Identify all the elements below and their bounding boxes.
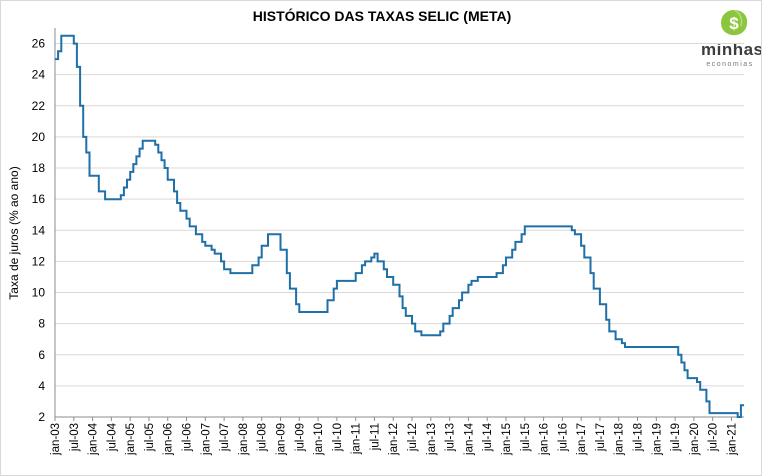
- y-tick-label: 2: [38, 410, 45, 424]
- x-tick-label: jul-10: [332, 423, 344, 452]
- y-tick-label: 8: [38, 317, 45, 331]
- x-tick-label: jan-21: [726, 423, 738, 456]
- x-tick-label: jul-08: [257, 423, 269, 452]
- x-tick-label: jan-17: [576, 423, 588, 456]
- chart-title: HISTÓRICO DAS TAXAS SELIC (META): [252, 8, 512, 24]
- x-tick-label: jan-16: [539, 423, 551, 456]
- x-tick-label: jul-09: [294, 423, 306, 452]
- x-tick-label: jul-20: [708, 423, 720, 452]
- y-tick-label: 26: [32, 37, 46, 51]
- x-tick-label: jul-15: [520, 423, 532, 452]
- brand-logo: $ minhas economias: [697, 7, 762, 71]
- x-tick-label: jul-11: [369, 423, 381, 451]
- x-tick-label: jan-20: [689, 423, 701, 456]
- y-tick-label: 6: [38, 348, 45, 362]
- x-tick-label: jan-06: [163, 423, 175, 456]
- y-tick-label: 18: [32, 161, 46, 175]
- x-tick-label: jul-17: [595, 423, 607, 452]
- y-tick-label: 24: [32, 68, 46, 82]
- x-axis: jan-03 jul-03 jan-04 jul-04 jan-05 jul-05 jan-…: [50, 417, 738, 456]
- y-tick-label: 22: [32, 99, 46, 113]
- x-tick-label: jan-09: [275, 423, 287, 456]
- y-tick-label: 4: [38, 379, 45, 393]
- x-tick-label: jan-13: [426, 423, 438, 456]
- x-tick-label: jul-07: [219, 423, 231, 452]
- x-tick-label: jan-14: [463, 422, 475, 456]
- x-tick-label: jul-18: [633, 423, 645, 452]
- x-tick-label: jan-04: [88, 422, 100, 456]
- x-tick-label: jan-11: [351, 423, 363, 455]
- y-tick-label: 16: [32, 192, 46, 206]
- logo-tagline: economias: [706, 61, 754, 68]
- y-axis-label: Taxa de juros (% ao ano): [7, 166, 21, 300]
- x-tick-label: jul-04: [106, 422, 118, 452]
- x-tick-label: jul-16: [557, 423, 569, 452]
- x-tick-label: jan-07: [200, 423, 212, 456]
- x-tick-label: jul-19: [670, 423, 682, 452]
- x-tick-label: jan-18: [614, 423, 626, 456]
- x-tick-label: jul-03: [69, 423, 81, 452]
- x-tick-label: jul-05: [144, 423, 156, 452]
- dollar-leaf-icon: $: [721, 9, 748, 36]
- x-tick-label: jul-13: [445, 423, 457, 452]
- x-tick-label: jan-10: [313, 423, 325, 456]
- x-tick-label: jan-08: [238, 423, 250, 456]
- logo-wordmark: minhas: [701, 40, 762, 59]
- y-tick-label: 12: [32, 254, 46, 268]
- x-tick-label: jan-19: [651, 423, 663, 456]
- x-tick-label: jan-12: [388, 423, 400, 456]
- y-tick-label: 20: [32, 130, 46, 144]
- x-tick-label: jan-03: [50, 423, 62, 456]
- y-tick-label: 10: [32, 286, 46, 300]
- x-tick-label: jan-15: [501, 423, 513, 456]
- series-line-selic: [55, 34, 744, 418]
- logo-symbol: $: [729, 14, 739, 33]
- x-tick-label: jul-12: [407, 423, 419, 452]
- y-tick-label: 14: [32, 223, 46, 237]
- x-tick-label: jul-14: [482, 422, 494, 452]
- x-tick-label: jan-05: [125, 423, 137, 456]
- x-tick-label: jul-06: [182, 423, 194, 452]
- gridlines: [54, 28, 744, 418]
